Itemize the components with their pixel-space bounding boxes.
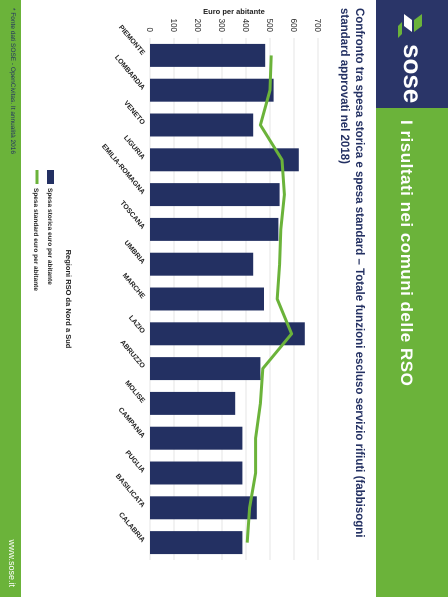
legend-label-bar: Spesa storica euro per abitante [46, 188, 53, 285]
bar [150, 78, 274, 102]
website-link[interactable]: www.sose.it [7, 539, 17, 587]
category-label: BASILICATA [114, 473, 146, 509]
bar [150, 43, 266, 67]
legend-swatch-bar [47, 170, 54, 184]
bar [150, 496, 257, 520]
y-tick-label: 100 [169, 19, 178, 33]
category-label: ABRUZZO [118, 339, 146, 370]
bar [149, 426, 243, 450]
y-tick-label: 0 [145, 28, 154, 33]
standard-spending-line [245, 55, 294, 543]
bar [149, 357, 261, 381]
footer-band: * Fonte dati SOSE - OpenCivitas. It annu… [0, 0, 21, 597]
y-axis-label: Euro per abitante [203, 7, 265, 16]
category-label: UMBRIA [122, 240, 145, 266]
category-label: PIEMONTE [117, 24, 146, 57]
bar [150, 252, 254, 276]
category-label: LIGURIA [122, 135, 146, 162]
category-label: LOMBARDIA [113, 54, 146, 91]
x-axis-label: Regioni RSO da Nord a Sud [64, 250, 73, 349]
logo: sose [376, 0, 448, 108]
bar [150, 183, 280, 207]
y-tick-label: 200 [193, 19, 202, 33]
y-tick-label: 700 [313, 19, 322, 33]
bar [150, 217, 279, 241]
sose-logo-icon [398, 14, 422, 38]
y-tick-label: 500 [265, 19, 274, 33]
source-footnote: * Fonte dati SOSE - OpenCivitas. It annu… [9, 8, 16, 154]
bar [150, 322, 305, 346]
bar [150, 391, 236, 415]
category-label: MOLISE [123, 380, 146, 405]
category-label: TOSCANA [118, 200, 146, 231]
category-label: LAZIO [127, 314, 146, 335]
bar [150, 113, 254, 137]
y-tick-label: 300 [217, 19, 226, 33]
legend-label-line: Spesa standard euro per abitante [32, 188, 39, 291]
category-label: VENETO [122, 100, 146, 127]
bar [150, 148, 299, 172]
y-tick-label: 400 [241, 19, 250, 33]
bar [149, 531, 243, 555]
category-label: CAMPANIA [117, 406, 146, 439]
bar [149, 461, 243, 485]
bar [150, 287, 264, 311]
category-label: MARCHE [121, 272, 146, 300]
header-band: sose I risultati nei comuni delle RSO [376, 0, 448, 597]
category-label: CALABRIA [117, 511, 146, 544]
y-tick-label: 600 [289, 19, 298, 33]
category-label: PUGLIA [123, 450, 145, 475]
